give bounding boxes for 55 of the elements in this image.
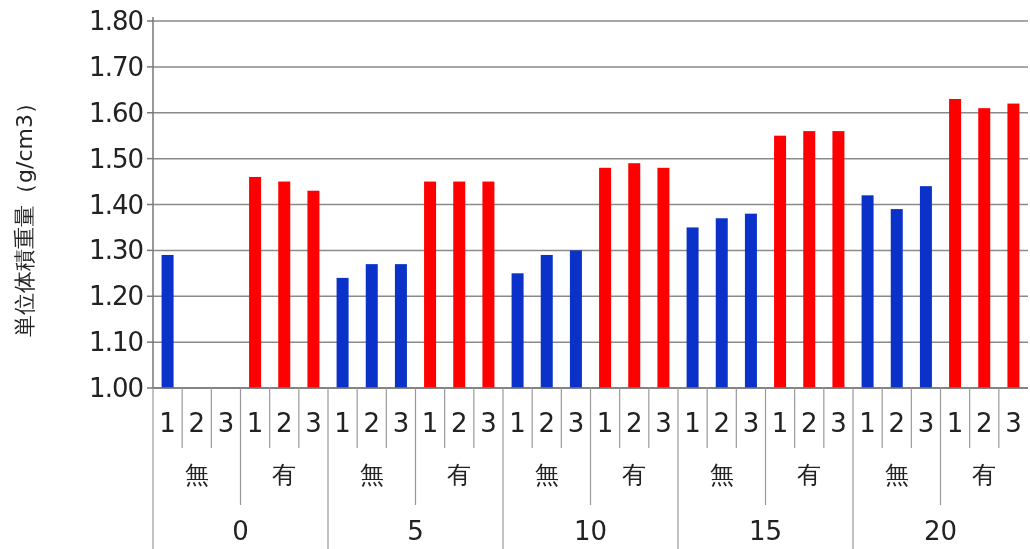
text: 20 — [923, 516, 958, 546]
text: 無 — [184, 461, 209, 489]
text: 有 — [622, 461, 647, 489]
x-tick-label: 2 — [363, 408, 381, 438]
text: 有 — [797, 461, 822, 489]
x-tick-label: 2 — [188, 408, 206, 438]
text: 有 — [447, 461, 472, 489]
y-tick-label: 1.10 — [89, 327, 143, 358]
x-tick-label: 1 — [684, 408, 701, 438]
x-tick-label: 3 — [392, 408, 410, 438]
x-tick-label: 2 — [275, 408, 293, 438]
y-axis-title: 単位体積重量（g/cm3） — [12, 92, 37, 337]
x-tick-label: 2 — [450, 408, 468, 438]
x-tick-label: 3 — [830, 408, 847, 438]
x-tick-label: 2 — [975, 408, 993, 438]
x-tick-label: 3 — [480, 408, 497, 438]
x-tick-label: 3 — [917, 408, 935, 438]
x-tick-label: 2 — [625, 408, 643, 438]
x-tick-label: 1 — [421, 408, 439, 438]
x-tick-label: 1 — [334, 408, 351, 438]
x-tick-label: 3 — [655, 408, 672, 438]
y-tick-label: 1.60 — [89, 97, 143, 128]
x-tick-label: 3 — [567, 408, 585, 438]
text: 無 — [359, 461, 384, 489]
text: 無 — [534, 461, 559, 489]
x-tick-label: 3 — [305, 408, 322, 438]
x-tick-label: 1 — [509, 408, 526, 438]
y-tick-label: 1.40 — [89, 189, 143, 220]
x-tick-label: 2 — [800, 408, 818, 438]
x-tick-label: 3 — [1005, 408, 1022, 438]
x-tick-label: 1 — [859, 408, 876, 438]
text: 無 — [884, 461, 909, 489]
y-tick-label: 1.50 — [89, 143, 143, 174]
y-tick-label: 1.30 — [89, 235, 143, 266]
text: 10 — [573, 516, 608, 546]
text: 5 — [407, 516, 424, 546]
x-tick-label: 2 — [538, 408, 556, 438]
x-tick-label: 1 — [159, 408, 176, 438]
x-tick-label: 3 — [217, 408, 235, 438]
y-tick-label: 1.80 — [89, 6, 143, 36]
y-tick-label: 1.20 — [89, 281, 143, 312]
x-tick-label: 1 — [596, 408, 614, 438]
x-tick-label: 2 — [888, 408, 906, 438]
x-tick-label: 1 — [771, 408, 789, 438]
x-tick-label: 3 — [742, 408, 760, 438]
y-tick-label: 1.00 — [89, 373, 143, 403]
x-tick-label: 1 — [246, 408, 264, 438]
text: 15 — [748, 516, 783, 546]
x-tick-label: 1 — [946, 408, 964, 438]
text: 無 — [709, 461, 734, 489]
text: 有 — [272, 461, 297, 489]
text: 0 — [232, 516, 249, 546]
text: 有 — [972, 461, 997, 489]
x-tick-label: 2 — [713, 408, 731, 438]
y-tick-label: 1.70 — [89, 51, 143, 82]
